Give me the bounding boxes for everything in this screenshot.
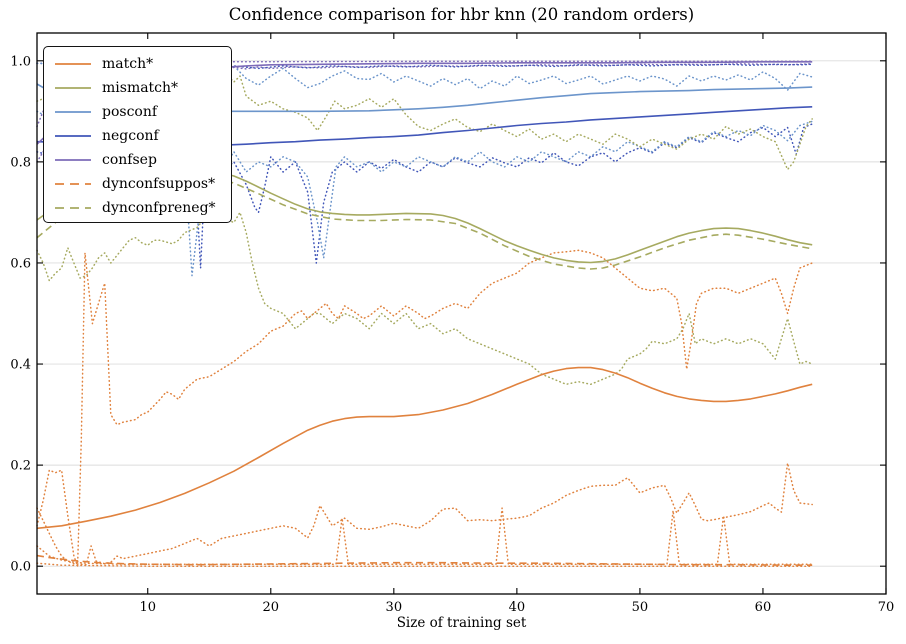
- x-tick-label: 60: [755, 600, 772, 615]
- legend-swatch-solid: [55, 135, 91, 137]
- legend-swatch-dashed: [55, 207, 91, 209]
- series-line-match-max-dotted-band-: [36, 249, 813, 567]
- legend-item-label: mismatch*: [102, 80, 179, 96]
- legend-item: mismatch*: [44, 76, 231, 100]
- y-tick-label: 0.2: [10, 459, 31, 474]
- series-line-mismatch-: [36, 166, 813, 264]
- x-tick-label: 10: [139, 600, 156, 615]
- legend-item: match*: [44, 52, 231, 76]
- series-line-negconf: [36, 106, 813, 146]
- series-line-match-min-dotted-band-: [36, 462, 813, 566]
- x-tick-label: 50: [632, 600, 649, 615]
- legend-item: dynconfpreneg*: [44, 196, 231, 220]
- chart-title: Confidence comparison for hbr knn (20 ra…: [228, 5, 695, 24]
- legend-item-label: negconf: [102, 128, 159, 144]
- legend-item-label: posconf: [102, 104, 158, 120]
- x-axis-label: Size of training set: [396, 615, 527, 631]
- legend-swatch-solid: [55, 87, 91, 89]
- legend-swatch-solid: [55, 159, 91, 161]
- series-line-posconf-max-dotted-band-: [36, 62, 813, 91]
- legend-item-label: dynconfpreneg*: [102, 200, 216, 216]
- y-tick-label: 0.8: [10, 155, 31, 170]
- x-tick-label: 70: [878, 600, 895, 615]
- legend-item: posconf: [44, 100, 231, 124]
- legend-item: dynconfsuppos*: [44, 172, 231, 196]
- plot-spines: [36, 32, 887, 595]
- y-tick-label: 0.0: [10, 560, 31, 575]
- legend-item-label: match*: [102, 56, 154, 72]
- series-line-dynconfsuppos-min-dotted-band-: [36, 562, 813, 567]
- legend-item: confsep: [44, 148, 231, 172]
- legend-swatch-solid: [55, 111, 91, 113]
- y-tick-label: 0.4: [10, 358, 31, 373]
- series-line-negconf-min-dotted-band-: [36, 123, 813, 264]
- legend-swatch-solid: [55, 63, 91, 65]
- x-tick-label: 30: [386, 600, 403, 615]
- series-line-match-: [36, 366, 813, 530]
- series-line-negconf-max-dotted-band-: [36, 62, 813, 269]
- legend-swatch-dashed: [55, 183, 91, 185]
- y-tick-label: 0.6: [10, 256, 31, 271]
- y-tick-label: 1.0: [10, 54, 31, 69]
- legend-item: negconf: [44, 124, 231, 148]
- x-tick-label: 20: [263, 600, 280, 615]
- series-line-posconf-min-dotted-band-: [36, 110, 813, 277]
- series-line-dynconfsuppos-: [36, 554, 813, 567]
- series-line-confsep-min-dotted-band-: [36, 63, 813, 163]
- legend: match* mismatch* posconf negconf confsep dync…: [43, 46, 232, 223]
- series-line-mismatch-min-dotted-band-: [36, 211, 813, 386]
- legend-item-label: dynconfsuppos*: [102, 176, 216, 192]
- x-tick-label: 40: [509, 600, 526, 615]
- legend-item-label: confsep: [102, 152, 157, 168]
- series-line-dynconfsuppos-max-dotted-band-: [36, 507, 813, 565]
